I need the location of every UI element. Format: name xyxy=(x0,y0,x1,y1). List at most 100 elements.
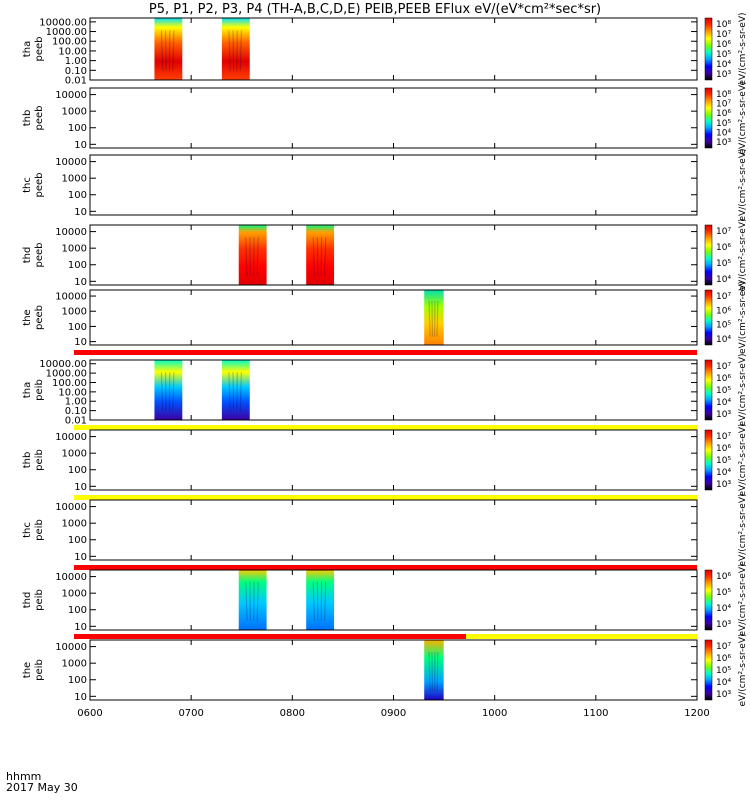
panel-thc-peeb: 10000 1000 100 10 thc peeb eV/(cm²-s-sr-eV) xyxy=(22,148,748,221)
y-tick-label: 100 xyxy=(68,260,87,271)
colorbar-units-label: eV/(cm²-s-sr-eV) xyxy=(738,12,748,85)
y-tick-label: 10 xyxy=(74,277,87,288)
y-tick-label: 10000 xyxy=(55,227,87,238)
y-tick-label: 100 xyxy=(68,675,87,686)
colorbar-tick-label: 10⁶ xyxy=(716,654,731,664)
panel-probe-label: thc xyxy=(22,522,33,538)
colorbar-units-label: eV/(cm²-s-sr-eV) xyxy=(738,148,748,221)
state-bar-segment xyxy=(74,565,697,570)
colorbar-tick-label: 10⁴ xyxy=(716,678,731,688)
state-bar-segment xyxy=(466,634,697,639)
panel-probe-label: thb xyxy=(22,110,33,127)
spectrogram-texture xyxy=(436,300,439,337)
y-tick-label: 100 xyxy=(68,123,87,134)
panel-probe-label: thd xyxy=(22,592,33,609)
colorbar-tick-label: 10⁵ xyxy=(716,119,731,129)
y-tick-label: 10.00 xyxy=(58,387,87,398)
spectrogram-texture xyxy=(316,236,319,277)
colorbar-tick-label: 10³ xyxy=(716,480,731,490)
y-tick-label: 10000.00 xyxy=(39,359,87,370)
spectrogram-texture xyxy=(160,30,164,71)
y-tick-label: 10 xyxy=(74,482,87,493)
y-tick-label: 100 xyxy=(68,322,87,333)
state-bar-segment xyxy=(74,634,467,639)
x-tick-label: 1200 xyxy=(684,708,709,719)
y-tick-label: 10000 xyxy=(55,432,87,443)
colorbar-tick-label: 10⁷ xyxy=(716,100,731,110)
y-tick-label: 10000 xyxy=(55,642,87,653)
colorbar-tick-label: 10⁸ xyxy=(716,90,731,100)
y-tick-label: 1000 xyxy=(62,307,87,318)
colorbar-tick-label: 10³ xyxy=(716,690,731,700)
colorbar-tick-label: 10⁵ xyxy=(716,386,731,396)
panel-thd-peeb: 10000 1000 100 10 thd peeb 10⁷ 10⁶ 10⁵ 10⁴ eV/(cm²… xyxy=(22,218,748,291)
x-tick-label: 1100 xyxy=(583,708,608,719)
colorbar-tick-label: 10⁶ xyxy=(716,40,731,50)
y-tick-label: 0.01 xyxy=(65,416,87,427)
spectrogram-texture xyxy=(324,581,327,622)
colorbar-units-label: eV/(cm²-s-sr-eV) xyxy=(738,353,748,426)
panel-the-peeb: 10000 1000 100 10 the peeb 10⁷ 10⁶ 10⁵ 10⁴ eV/(cm²… xyxy=(22,281,748,354)
spectrogram-texture xyxy=(249,581,251,622)
colorbar-tick-label: 10⁵ xyxy=(716,321,731,331)
spectrogram-block xyxy=(306,225,335,285)
x-tick-label: 0700 xyxy=(178,708,203,719)
panel-frame xyxy=(89,639,698,701)
y-tick-label: 100 xyxy=(68,465,87,476)
colorbar-tick-label: 10⁴ xyxy=(716,468,731,478)
colorbar-units-label: eV/(cm²-s-sr-eV) xyxy=(738,633,748,706)
colorbar-tick-label: 10⁵ xyxy=(716,50,731,60)
panel-probe-label: thd xyxy=(22,247,33,264)
chart-title: P5, P1, P2, P3, P4 (TH-A,B,C,D,E) PEIB,P… xyxy=(148,2,602,17)
panel-probe-label: thc xyxy=(22,177,33,193)
y-tick-label: 1.00 xyxy=(65,397,87,408)
spectrogram-texture xyxy=(160,371,164,412)
colorbar-tick-label: 10⁷ xyxy=(716,432,731,442)
panel-instrument-label: peeb xyxy=(34,243,45,268)
panel-instrument-label: peib xyxy=(34,589,45,611)
colorbar xyxy=(704,639,713,701)
colorbar-tick-label: 10⁶ xyxy=(716,109,731,119)
colorbar-units-label: eV/(cm²-s-sr-eV) xyxy=(738,563,748,636)
spectrogram-texture xyxy=(165,371,167,412)
colorbar-tick-label: 10⁴ xyxy=(716,604,731,614)
colorbar-tick-label: 10⁶ xyxy=(716,306,731,316)
spectrogram-texture xyxy=(245,236,248,277)
colorbar-tick-label: 10⁶ xyxy=(716,243,731,253)
spectrogram-texture xyxy=(316,581,319,622)
x-axis-label: hhmm xyxy=(6,770,42,783)
y-tick-label: 10 xyxy=(74,552,87,563)
y-tick-label: 1.00 xyxy=(65,56,87,67)
y-tick-label: 1000 xyxy=(62,519,87,530)
panel-thd-peib: 10000 1000 100 10 thd peib 10⁶ 10⁵ 10⁴ 10³ eV/(cm²… xyxy=(22,563,748,636)
spectrogram-block xyxy=(154,18,183,80)
y-tick-label: 1000 xyxy=(62,659,87,670)
y-tick-label: 10000 xyxy=(55,572,87,583)
colorbar-tick-label: 10⁸ xyxy=(716,20,731,30)
colorbar-tick-label: 10⁴ xyxy=(716,398,731,408)
spectrogram-texture xyxy=(249,236,251,277)
date-label: 2017 May 30 xyxy=(6,781,78,794)
colorbar-tick-label: 10⁶ xyxy=(716,374,731,384)
colorbar-units-label: eV/(cm²-s-sr-eV) xyxy=(738,281,748,354)
colorbar-tick-label: 10⁴ xyxy=(716,60,731,70)
y-tick-label: 100 xyxy=(68,190,87,201)
x-tick-label: 0600 xyxy=(77,708,102,719)
y-tick-label: 100 xyxy=(68,605,87,616)
y-tick-label: 10 xyxy=(74,337,87,348)
spectrogram-block xyxy=(238,570,267,630)
colorbar-tick-label: 10⁶ xyxy=(716,444,731,454)
spectrogram-texture xyxy=(436,651,439,692)
colorbar-units-label: eV/(cm²-s-sr-eV) xyxy=(738,81,748,154)
y-tick-label: 1000.00 xyxy=(46,369,87,380)
colorbar-tick-label: 10⁷ xyxy=(716,227,731,237)
y-tick-label: 1000 xyxy=(62,107,87,118)
y-tick-label: 10 xyxy=(74,692,87,703)
y-tick-label: 0.10 xyxy=(65,406,87,417)
y-tick-label: 100 xyxy=(68,535,87,546)
colorbar-tick-label: 10⁵ xyxy=(716,259,731,269)
x-tick-label: 1000 xyxy=(482,708,507,719)
colorbar-tick-label: 10⁵ xyxy=(716,588,731,598)
